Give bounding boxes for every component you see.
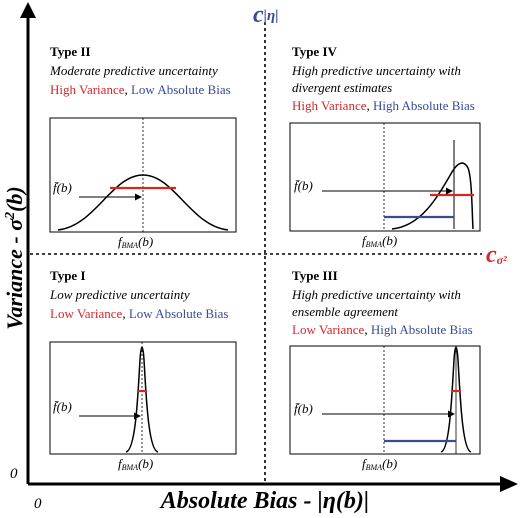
origin-y-label: 0 (10, 466, 18, 482)
quadrant-description-line: High predictive uncertainty with (291, 63, 461, 78)
c-eta-label: c|η| (253, 2, 279, 28)
fbar-label: f̄(b) (53, 180, 72, 195)
density-curve (57, 174, 229, 231)
quadrant-variance-bias-line: Low Variance, High Absolute Bias (292, 322, 473, 337)
variance-level: Low Variance (292, 322, 365, 337)
quadrant-variance-bias-line: High Variance, Low Absolute Bias (50, 82, 231, 97)
bias-level: Low Absolute Bias (129, 306, 229, 321)
quadrant-description-line: ensemble agreement (292, 304, 398, 319)
quadrant-title: Type III (292, 268, 338, 283)
c-sigma-label: cσ² (486, 242, 507, 268)
quadrant-description-line: divergent estimates (292, 80, 392, 95)
quadrant-variance-bias-line: High Variance, High Absolute Bias (292, 98, 475, 113)
fbar-label: f̄(b) (294, 178, 313, 193)
variance-level: Low Variance (50, 306, 123, 321)
variance-level: High Variance (50, 82, 125, 97)
quadrant-title: Type II (50, 44, 91, 59)
quadrant-description-line: High predictive uncertainty with (291, 287, 461, 302)
quadrant-type-4: Type IV High predictive uncertainty with… (289, 44, 481, 249)
origin-x-label: 0 (34, 496, 42, 512)
fbma-label: fBMA(b) (362, 456, 397, 472)
mini-plot-frame (289, 122, 481, 232)
density-curve (391, 162, 474, 230)
main-axes (20, 2, 518, 492)
bias-level: High Absolute Bias (373, 98, 475, 113)
variance-level: High Variance (292, 98, 367, 113)
x-axis-label: Absolute Bias - |η(b)| (159, 488, 369, 514)
quadrant-type-2: Type II Moderate predictive uncertainty … (49, 44, 237, 250)
quadrant-type-1: Type I Low predictive uncertainty Low Va… (49, 268, 237, 472)
mini-plot-frame (49, 341, 237, 455)
quadrant-title: Type IV (292, 44, 338, 59)
quadrant-title: Type I (50, 268, 86, 283)
quadrant-description-line: Low predictive uncertainty (49, 287, 190, 302)
bias-level: High Absolute Bias (371, 322, 473, 337)
density-curve (125, 346, 159, 453)
fbma-label: fBMA(b) (118, 234, 153, 250)
quadrant-variance-bias-line: Low Variance, Low Absolute Bias (50, 306, 228, 321)
density-curve (440, 346, 472, 453)
fbar-label: f̄(b) (294, 401, 313, 416)
bias-level: Low Absolute Bias (131, 82, 231, 97)
quadrant-description-line: Moderate predictive uncertainty (49, 63, 218, 78)
x-axis-arrow (500, 476, 518, 492)
y-axis-label: Variance - σ2(b) (2, 186, 27, 330)
fbar-label: f̄(b) (53, 399, 72, 414)
quadrant-type-3: Type III High predictive uncertainty wit… (289, 268, 481, 472)
y-axis-arrow (20, 2, 36, 18)
fbma-label: fBMA(b) (362, 233, 397, 249)
fbma-label: fBMA(b) (118, 456, 153, 472)
